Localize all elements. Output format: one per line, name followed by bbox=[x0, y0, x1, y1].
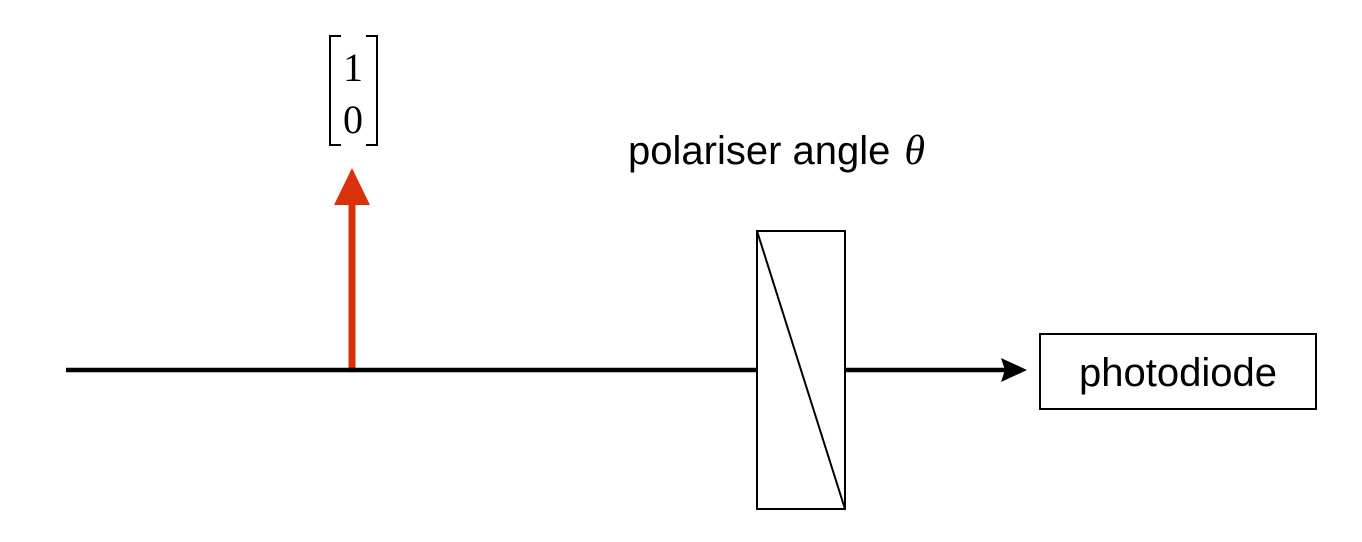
left-bracket bbox=[329, 35, 341, 146]
polarisation-arrow-head bbox=[334, 168, 370, 205]
vector-top-value: 1 bbox=[343, 45, 363, 90]
photodiode: photodiode bbox=[1039, 333, 1317, 410]
polariser-diagonal bbox=[756, 230, 846, 510]
output-beam bbox=[845, 358, 1027, 382]
theta-symbol: θ bbox=[904, 128, 925, 174]
polariser-label: polariser angle θ bbox=[628, 128, 925, 174]
polariser bbox=[756, 230, 846, 510]
output-arrow-head bbox=[1001, 358, 1027, 382]
polariser-label-text: polariser angle bbox=[628, 129, 890, 173]
polarisation-arrow bbox=[334, 168, 370, 370]
photodiode-label: photodiode bbox=[1079, 351, 1277, 395]
vector-bottom-value: 0 bbox=[343, 97, 363, 142]
right-bracket bbox=[366, 35, 378, 146]
jones-vector: 1 0 bbox=[329, 35, 378, 146]
photodiode-box bbox=[1039, 333, 1317, 410]
